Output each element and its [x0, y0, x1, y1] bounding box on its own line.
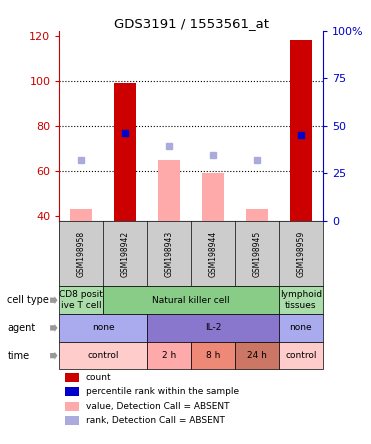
- Bar: [158, 160, 180, 221]
- Bar: [279, 314, 323, 342]
- Text: GSM198943: GSM198943: [165, 230, 174, 277]
- Text: IL-2: IL-2: [205, 323, 221, 333]
- Text: 2 h: 2 h: [162, 351, 176, 360]
- Bar: [114, 83, 136, 221]
- Text: 24 h: 24 h: [247, 351, 267, 360]
- Bar: [59, 342, 147, 369]
- Text: GSM198942: GSM198942: [121, 230, 130, 277]
- Bar: [147, 314, 279, 342]
- Text: rank, Detection Call = ABSENT: rank, Detection Call = ABSENT: [86, 416, 224, 425]
- Bar: [191, 342, 235, 369]
- Text: lymphoid
tissues: lymphoid tissues: [280, 290, 322, 310]
- Bar: [279, 286, 323, 314]
- Text: time: time: [7, 351, 30, 361]
- Bar: [65, 373, 79, 382]
- Title: GDS3191 / 1553561_at: GDS3191 / 1553561_at: [114, 17, 269, 30]
- Text: count: count: [86, 373, 111, 382]
- Text: 8 h: 8 h: [206, 351, 220, 360]
- Bar: [65, 402, 79, 411]
- Text: control: control: [88, 351, 119, 360]
- Bar: [70, 210, 92, 221]
- Text: control: control: [285, 351, 316, 360]
- Text: CD8 posit
ive T cell: CD8 posit ive T cell: [59, 290, 103, 310]
- Text: cell type: cell type: [7, 295, 49, 305]
- Text: value, Detection Call = ABSENT: value, Detection Call = ABSENT: [86, 402, 229, 411]
- Text: GSM198944: GSM198944: [209, 230, 217, 277]
- Text: GSM198945: GSM198945: [252, 230, 262, 277]
- Bar: [59, 314, 147, 342]
- Bar: [59, 286, 103, 314]
- Bar: [202, 173, 224, 221]
- Bar: [246, 210, 268, 221]
- Bar: [65, 416, 79, 425]
- Text: Natural killer cell: Natural killer cell: [152, 296, 230, 305]
- Bar: [279, 342, 323, 369]
- Text: none: none: [289, 323, 312, 333]
- Text: GSM198959: GSM198959: [296, 230, 305, 277]
- Text: agent: agent: [7, 323, 36, 333]
- Bar: [65, 387, 79, 396]
- Bar: [290, 40, 312, 221]
- Bar: [235, 342, 279, 369]
- Text: none: none: [92, 323, 115, 333]
- Text: percentile rank within the sample: percentile rank within the sample: [86, 387, 239, 396]
- Text: GSM198958: GSM198958: [77, 230, 86, 277]
- Bar: [147, 342, 191, 369]
- Bar: [103, 286, 279, 314]
